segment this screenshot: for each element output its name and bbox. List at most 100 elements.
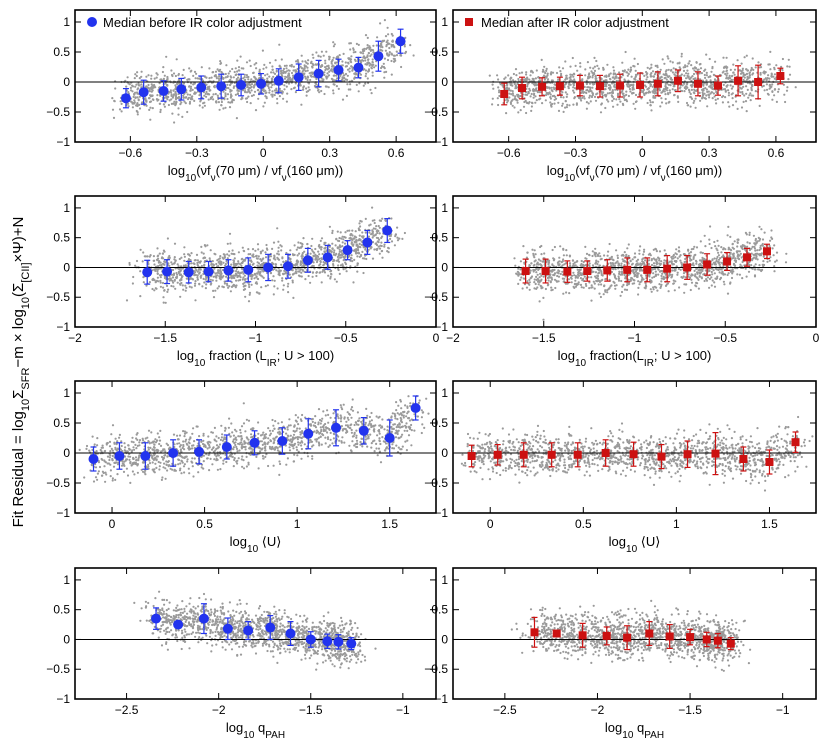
scatter-point	[573, 282, 577, 285]
scatter-point	[384, 35, 388, 38]
scatter-point	[294, 264, 297, 267]
scatter-point	[231, 67, 234, 71]
scatter-point	[138, 77, 141, 80]
scatter-point	[279, 244, 282, 247]
scatter-point	[616, 254, 619, 257]
scatter-point	[277, 250, 280, 253]
scatter-point	[283, 77, 287, 80]
scatter-point	[497, 78, 500, 81]
scatter-point	[269, 272, 272, 275]
scatter-point	[266, 73, 269, 76]
scatter-point	[253, 277, 256, 280]
scatter-point	[699, 99, 702, 102]
scatter-point	[356, 248, 360, 251]
scatter-point	[655, 260, 658, 263]
scatter-point	[403, 45, 406, 48]
scatter-point	[364, 34, 368, 37]
scatter-point	[233, 257, 236, 260]
scatter-point	[729, 84, 732, 87]
scatter-point	[687, 88, 691, 91]
scatter-point	[748, 71, 752, 74]
scatter-point	[152, 85, 156, 88]
scatter-point	[711, 86, 714, 90]
scatter-point	[350, 254, 353, 257]
scatter-point	[650, 66, 653, 69]
scatter-point	[111, 97, 114, 100]
scatter-point	[304, 60, 307, 63]
scatter-point	[534, 95, 537, 98]
scatter-point	[365, 257, 368, 261]
scatter-point	[707, 93, 710, 96]
scatter-point	[645, 91, 648, 94]
scatter-point	[305, 87, 308, 90]
scatter-point	[235, 279, 238, 282]
scatter-point	[707, 76, 710, 79]
scatter-point	[261, 262, 264, 265]
scatter-point	[189, 85, 193, 88]
scatter-point	[245, 74, 248, 77]
scatter-point	[685, 77, 688, 80]
scatter-point	[525, 286, 529, 289]
scatter-point	[735, 100, 738, 103]
scatter-point	[349, 83, 352, 86]
scatter-point	[300, 54, 303, 57]
scatter-point	[341, 98, 345, 101]
scatter-point	[685, 101, 689, 105]
scatter-point	[708, 57, 711, 61]
scatter-point	[698, 91, 701, 94]
scatter-point	[380, 244, 383, 248]
scatter-point	[176, 273, 179, 276]
scatter-point	[669, 69, 673, 72]
scatter-point	[787, 78, 790, 81]
scatter-point	[612, 76, 615, 79]
scatter-point	[568, 82, 571, 85]
scatter-point	[219, 62, 222, 65]
scatter-point	[583, 275, 586, 278]
scatter-point	[531, 77, 534, 80]
scatter-point	[237, 66, 241, 69]
scatter-point	[337, 264, 340, 267]
scatter-point	[196, 259, 199, 262]
scatter-point	[388, 234, 391, 237]
scatter-point	[708, 96, 711, 99]
scatter-point	[646, 76, 649, 79]
scatter-point	[395, 54, 399, 57]
scatter-point	[766, 92, 770, 95]
scatter-point	[596, 274, 600, 278]
scatter-point	[172, 72, 176, 75]
scatter-point	[629, 68, 633, 71]
scatter-point	[669, 84, 672, 87]
scatter-point	[152, 277, 155, 280]
scatter-point	[642, 90, 645, 93]
scatter-point	[366, 55, 369, 58]
scatter-point	[768, 259, 771, 262]
scatter-point	[336, 55, 339, 58]
scatter-point	[335, 280, 338, 283]
scatter-point	[311, 62, 314, 65]
scatter-point	[702, 84, 705, 87]
scatter-point	[255, 62, 258, 65]
scatter-point	[531, 71, 535, 74]
scatter-point	[344, 261, 347, 264]
scatter-point	[202, 252, 205, 255]
scatter-point	[237, 260, 240, 263]
scatter-point	[256, 243, 260, 246]
scatter-point	[529, 74, 532, 77]
scatter-point	[173, 279, 176, 282]
scatter-point	[179, 283, 182, 286]
scatter-point	[163, 74, 166, 77]
scatter-point	[648, 67, 651, 70]
scatter-point	[668, 75, 671, 78]
scatter-point	[361, 231, 364, 234]
scatter-point	[243, 284, 246, 287]
scatter-point	[238, 69, 241, 72]
scatter-point	[282, 284, 285, 287]
scatter-point	[212, 98, 215, 101]
scatter-point	[198, 283, 201, 286]
scatter-point	[344, 231, 347, 234]
scatter-point	[258, 292, 261, 295]
scatter-point	[640, 274, 643, 277]
scatter-point	[674, 71, 677, 74]
scatter-point	[139, 270, 142, 273]
scatter-point	[289, 249, 292, 252]
